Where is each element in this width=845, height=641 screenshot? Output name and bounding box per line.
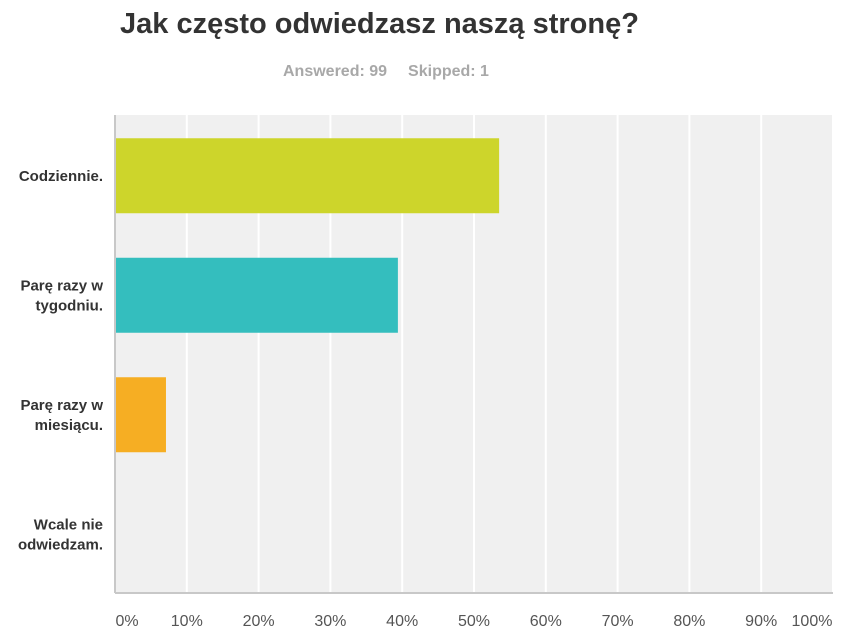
tick-label: 30% (314, 613, 346, 630)
chart-title: Jak często odwiedzasz naszą stronę? (120, 8, 639, 40)
tick-label: 20% (243, 613, 275, 630)
response-stats: Answered: 99 Skipped: 1 (283, 63, 489, 81)
category-label: Parę razy w tygodniu. (20, 277, 103, 314)
bars (115, 138, 500, 453)
skipped-count: Skipped: 1 (408, 63, 489, 80)
tick-label: 80% (673, 613, 705, 630)
tick-label: 10% (171, 613, 203, 630)
category-label: Codziennie. (19, 168, 103, 185)
tick-label: 50% (458, 613, 490, 630)
category-label: Wcale nie odwiedzam. (18, 516, 103, 553)
answered-count: Answered: 99 (283, 63, 388, 80)
tick-label: 70% (602, 613, 634, 630)
tick-label: 60% (530, 613, 562, 630)
bar (115, 138, 500, 214)
tick-labels: 0% 10% 20% 30% 40% 50% 60% 70% 80% 90% 100% (115, 613, 832, 630)
tick-label: 100% (792, 613, 833, 630)
tick-label: 0% (115, 613, 138, 630)
category-label: Parę razy w miesiącu. (20, 397, 103, 434)
tick-label: 40% (386, 613, 418, 630)
bar (115, 257, 398, 333)
bar (115, 377, 166, 453)
category-labels: Codziennie. Parę razy w tygodniu. Parę razy… (18, 168, 103, 554)
tick-label: 90% (745, 613, 777, 630)
